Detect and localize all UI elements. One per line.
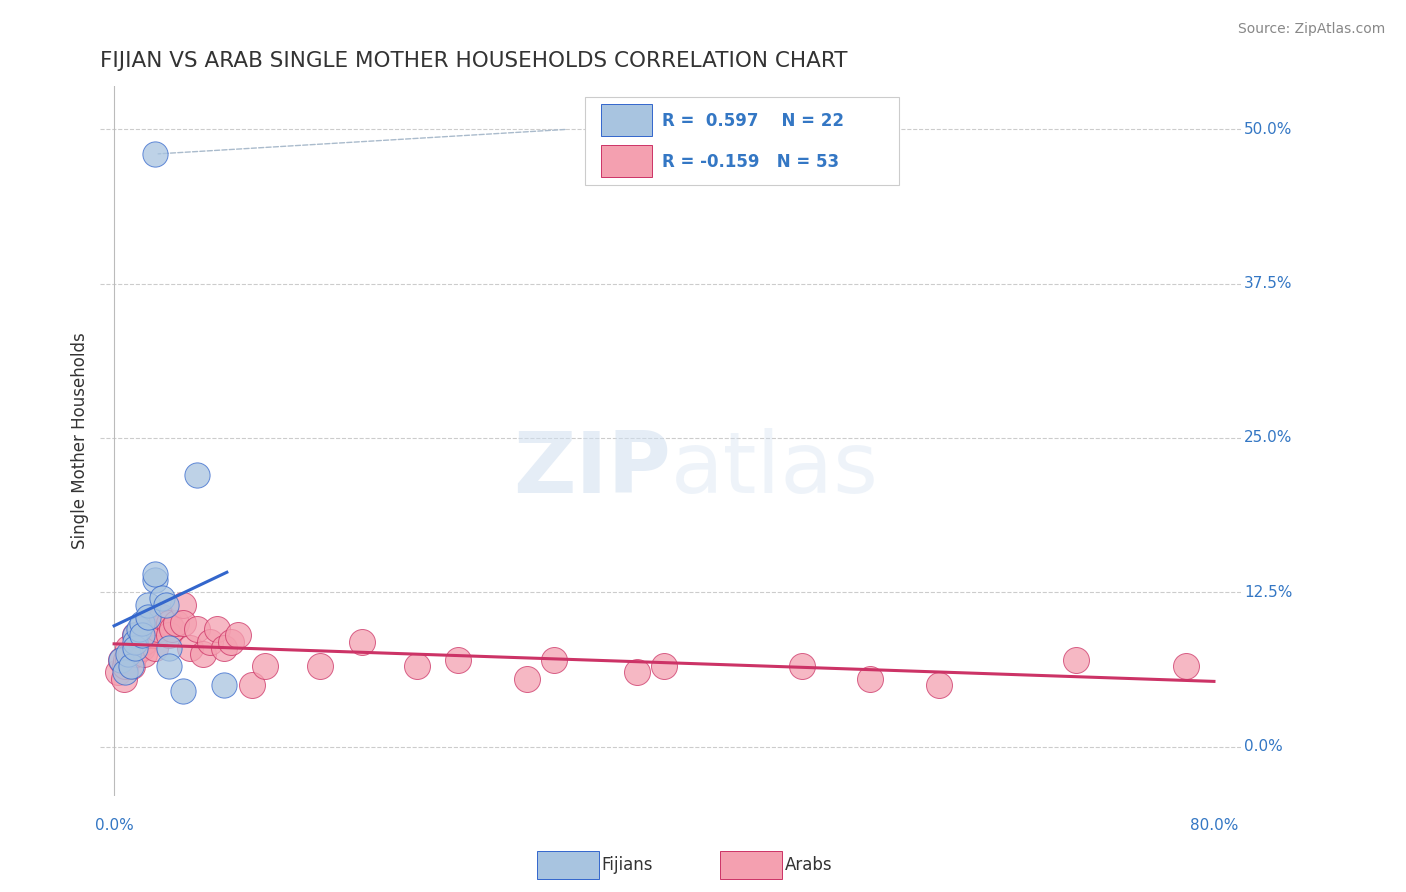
Text: 0.0%: 0.0% bbox=[1244, 739, 1282, 754]
Point bbox=[143, 640, 166, 655]
Point bbox=[128, 640, 150, 655]
Point bbox=[110, 653, 132, 667]
Y-axis label: Single Mother Households: Single Mother Households bbox=[72, 333, 89, 549]
Point bbox=[790, 659, 813, 673]
Point bbox=[157, 628, 180, 642]
Point bbox=[146, 622, 169, 636]
Point bbox=[150, 591, 173, 606]
Point bbox=[405, 659, 427, 673]
Point bbox=[110, 653, 132, 667]
Point bbox=[155, 598, 177, 612]
Point bbox=[134, 647, 156, 661]
Point bbox=[143, 573, 166, 587]
Point bbox=[124, 640, 146, 655]
Point bbox=[212, 640, 235, 655]
Point bbox=[131, 640, 153, 655]
Point bbox=[928, 678, 950, 692]
Point bbox=[626, 665, 648, 680]
Text: 80.0%: 80.0% bbox=[1189, 818, 1239, 833]
Point bbox=[124, 647, 146, 661]
Point bbox=[112, 672, 135, 686]
Point bbox=[309, 659, 332, 673]
Point bbox=[172, 598, 194, 612]
Point bbox=[143, 147, 166, 161]
Point bbox=[1066, 653, 1088, 667]
Point bbox=[157, 640, 180, 655]
Text: atlas: atlas bbox=[671, 428, 879, 511]
Point bbox=[200, 634, 222, 648]
Point bbox=[138, 598, 160, 612]
FancyBboxPatch shape bbox=[602, 145, 651, 177]
Point bbox=[193, 647, 215, 661]
Point bbox=[131, 628, 153, 642]
Point bbox=[515, 672, 537, 686]
Point bbox=[114, 665, 136, 680]
Text: 50.0%: 50.0% bbox=[1244, 122, 1292, 136]
Point bbox=[114, 659, 136, 673]
Point bbox=[138, 610, 160, 624]
Text: 37.5%: 37.5% bbox=[1244, 277, 1292, 291]
Point bbox=[543, 653, 565, 667]
Point bbox=[117, 640, 139, 655]
Point bbox=[165, 616, 187, 631]
Point bbox=[124, 628, 146, 642]
Point bbox=[128, 622, 150, 636]
Point bbox=[254, 659, 277, 673]
Point bbox=[172, 616, 194, 631]
Point bbox=[124, 640, 146, 655]
Point bbox=[120, 647, 142, 661]
Point bbox=[179, 640, 201, 655]
Point bbox=[350, 634, 373, 648]
Point bbox=[652, 659, 675, 673]
Text: FIJIAN VS ARAB SINGLE MOTHER HOUSEHOLDS CORRELATION CHART: FIJIAN VS ARAB SINGLE MOTHER HOUSEHOLDS … bbox=[100, 51, 848, 70]
Point bbox=[120, 659, 142, 673]
Point bbox=[131, 628, 153, 642]
Point bbox=[143, 628, 166, 642]
Point bbox=[859, 672, 882, 686]
Point bbox=[1175, 659, 1198, 673]
Text: R =  0.597    N = 22: R = 0.597 N = 22 bbox=[662, 112, 844, 129]
Point bbox=[115, 653, 138, 667]
Point bbox=[143, 566, 166, 581]
Point bbox=[121, 659, 143, 673]
Point bbox=[447, 653, 470, 667]
Point bbox=[160, 622, 183, 636]
Point bbox=[117, 653, 139, 667]
Point bbox=[138, 628, 160, 642]
Point bbox=[226, 628, 249, 642]
Text: Arabs: Arabs bbox=[785, 855, 832, 874]
Point bbox=[134, 634, 156, 648]
Text: R = -0.159   N = 53: R = -0.159 N = 53 bbox=[662, 153, 839, 170]
Text: ZIP: ZIP bbox=[513, 428, 671, 511]
Point bbox=[157, 659, 180, 673]
Text: 25.0%: 25.0% bbox=[1244, 431, 1292, 445]
Point bbox=[186, 622, 208, 636]
Point bbox=[172, 684, 194, 698]
Point bbox=[212, 678, 235, 692]
Point bbox=[124, 634, 146, 648]
Point bbox=[240, 678, 263, 692]
Point bbox=[186, 467, 208, 482]
Text: Source: ZipAtlas.com: Source: ZipAtlas.com bbox=[1237, 22, 1385, 37]
FancyBboxPatch shape bbox=[585, 96, 898, 186]
Text: 0.0%: 0.0% bbox=[94, 818, 134, 833]
Point bbox=[150, 610, 173, 624]
Text: Fijians: Fijians bbox=[602, 855, 654, 874]
Point bbox=[205, 622, 228, 636]
Point bbox=[124, 628, 146, 642]
Point bbox=[128, 634, 150, 648]
Point bbox=[157, 616, 180, 631]
Point bbox=[131, 616, 153, 631]
Point bbox=[219, 634, 242, 648]
FancyBboxPatch shape bbox=[602, 103, 651, 136]
Point bbox=[107, 665, 129, 680]
Point bbox=[138, 616, 160, 631]
Point bbox=[117, 647, 139, 661]
Text: 12.5%: 12.5% bbox=[1244, 585, 1292, 599]
